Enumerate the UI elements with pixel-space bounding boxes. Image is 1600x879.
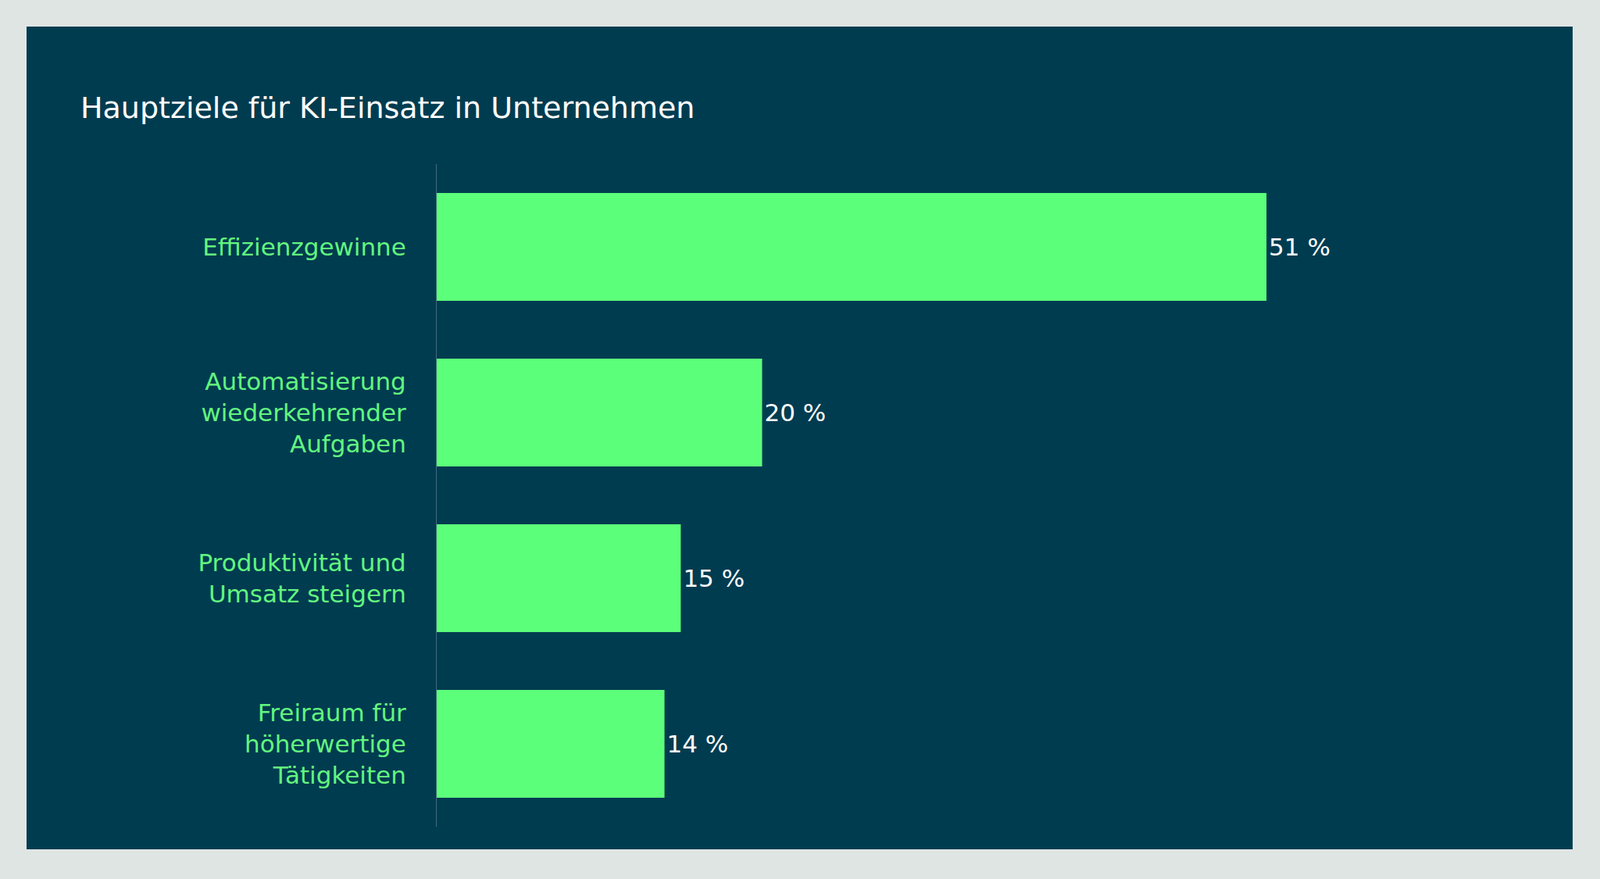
- svg-text:15 %: 15 %: [682, 564, 745, 593]
- svg-text:Effizienzgewinne: Effizienzgewinne: [202, 232, 407, 261]
- svg-text:14 %: 14 %: [667, 729, 729, 758]
- svg-text:Freiraum fürhöherwertigeTätigk: Freiraum fürhöherwertigeTätigkeiten: [244, 698, 407, 790]
- svg-text:Produktivität undUmsatz steige: Produktivität undUmsatz steigern: [197, 548, 406, 608]
- svg-text:Hauptziele für KI-Einsatz in U: Hauptziele für KI-Einsatz in Unternehmen: [80, 90, 695, 125]
- svg-text:20 %: 20 %: [764, 398, 827, 427]
- svg-text:51 %: 51 %: [1268, 232, 1331, 261]
- svg-text:Automatisierungwiederkehrender: AutomatisierungwiederkehrenderAufgaben: [200, 367, 407, 459]
